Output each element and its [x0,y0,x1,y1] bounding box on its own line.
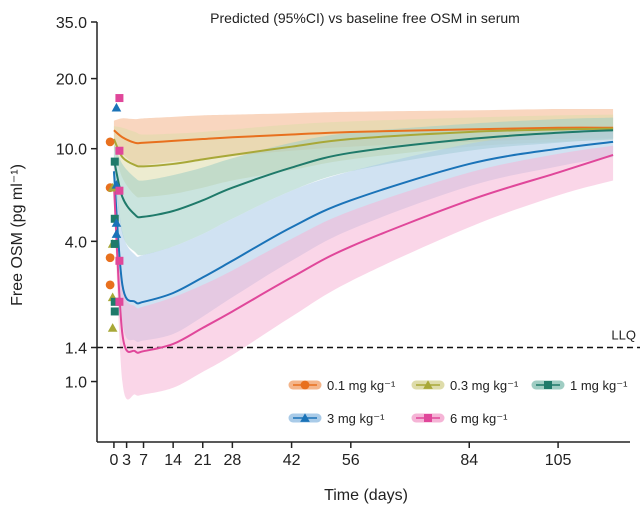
legend-item-3: 1 mg kg⁻¹ [536,378,628,393]
confidence-bands [114,109,613,400]
legend-label-3: 1 mg kg⁻¹ [570,378,628,393]
x-tick-label-1: 0 [109,452,118,469]
baseline-point-3-5 [111,307,119,315]
legend-item-1: 0.1 mg kg⁻¹ [293,378,396,393]
y-axis-label: Free OSM (pg ml⁻¹) [9,164,26,306]
baseline-point-2-4 [108,323,118,332]
x-tick-label-10: 105 [545,452,572,469]
x-tick-label-7: 42 [283,452,301,469]
baseline-point-5-5 [115,298,123,306]
legend-item-5: 6 mg kg⁻¹ [416,411,508,426]
legend-label-2: 0.3 mg kg⁻¹ [450,378,519,393]
baseline-point-5-2 [115,147,123,155]
baseline-point-4-1 [112,103,122,112]
legend: 0.1 mg kg⁻¹ 0.3 mg kg⁻¹ 1 mg kg⁻¹ 3 mg kg⁻¹… [293,378,628,426]
x-tick-label-3: 7 [139,452,148,469]
llq-label: LLQ [611,328,636,343]
baseline-point-1-4 [106,281,115,290]
baseline-point-3-3 [111,240,119,248]
legend-label-1: 0.1 mg kg⁻¹ [327,378,396,393]
legend-label-4: 3 mg kg⁻¹ [327,411,385,426]
y-tick-label-5: 20.0 [56,72,87,89]
x-tick-label-6: 28 [223,452,241,469]
legend-item-2: 0.3 mg kg⁻¹ [416,378,519,393]
x-tick-label-8: 56 [342,452,360,469]
y-tick-label-4: 10.0 [56,142,87,159]
x-tick-label-4: 14 [164,452,182,469]
baseline-point-3-1 [111,158,119,166]
x-tick-label-5: 21 [194,452,212,469]
x-axis-label: Time (days) [324,487,408,504]
y-tick-label-3: 4.0 [65,234,87,251]
legend-marker-1 [301,381,310,390]
baseline-point-5-1 [115,94,123,102]
y-tick-label-1: 1.0 [65,375,87,392]
baseline-point-5-4 [115,257,123,265]
baseline-point-1-1 [106,137,115,146]
legend-marker-3 [544,381,552,389]
x-tick-label-2: 3 [122,452,131,469]
legend-item-4: 3 mg kg⁻¹ [293,411,385,426]
x-tick-label-9: 84 [460,452,478,469]
baseline-point-5-3 [115,187,123,195]
legend-label-5: 6 mg kg⁻¹ [450,411,508,426]
y-tick-label-6: 35.0 [56,15,87,32]
chart-title: Predicted (95%CI) vs baseline free OSM i… [210,10,520,26]
y-tick-label-2: 1.4 [65,341,87,358]
baseline-point-1-3 [106,253,115,262]
legend-marker-5 [424,414,432,422]
